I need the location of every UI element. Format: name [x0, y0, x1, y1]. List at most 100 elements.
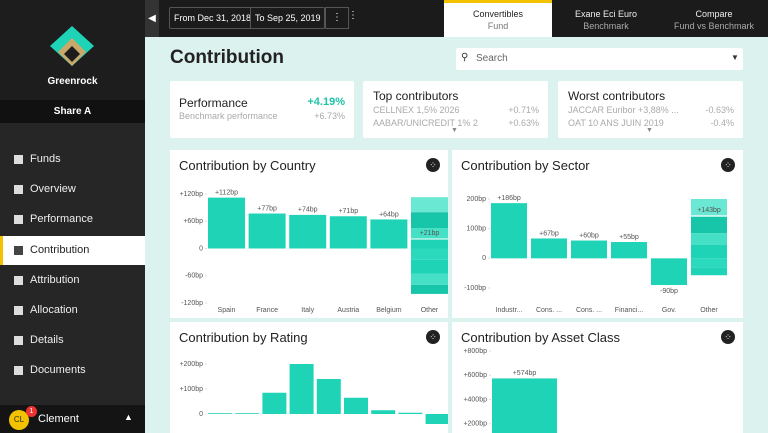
expand-arrow[interactable]: ▼ — [646, 127, 653, 134]
bar-segment — [411, 284, 448, 294]
date-menu[interactable]: ⋮ — [325, 7, 349, 29]
search-placeholder: Search — [476, 53, 508, 64]
bar — [262, 392, 287, 414]
date-from[interactable]: From Dec 31, 2018 — [174, 13, 252, 23]
bar — [531, 238, 567, 259]
top-bar: ◀ From Dec 31, 2018 To Sep 25, 2019 ⋮ ⋮ … — [145, 0, 768, 37]
avatar: CL — [9, 410, 29, 430]
chart-menu[interactable]: ⁘ — [426, 330, 440, 344]
x-tick-label: Cons. ... — [536, 307, 562, 314]
value-label: +71bp — [338, 208, 358, 215]
row-name: OAT 10 ANS JUIN 2019 — [568, 118, 664, 128]
bar — [235, 413, 260, 414]
user-menu-arrow[interactable]: ▲ — [124, 412, 133, 422]
y-tick-label: +200bp — [179, 361, 203, 368]
y-tick-label: -100bp — [464, 285, 486, 292]
nav-label: Funds — [30, 153, 61, 165]
value-label: +574bp — [513, 370, 537, 377]
bar-segment — [691, 216, 727, 234]
brand-area: Greenrock — [0, 0, 145, 100]
chart-panel: Contribution by Asset Class ⁘ +800bp +600bp… — [452, 322, 743, 433]
x-tick-label: Belgium — [376, 307, 401, 314]
search-arrow: ▼ — [731, 53, 739, 62]
nav-item[interactable]: Details — [0, 326, 145, 355]
x-tick-label: Other — [700, 307, 718, 314]
date-range[interactable]: From Dec 31, 2018 To Sep 25, 2019 ⋮ — [169, 7, 358, 29]
y-tick-label: 0 — [199, 245, 203, 252]
bar-segment — [691, 267, 727, 276]
collapse-button[interactable]: ◀ — [145, 0, 159, 37]
expand-arrow[interactable]: ▼ — [451, 127, 458, 134]
bar-segment — [411, 248, 448, 260]
user-name: Clement — [38, 413, 79, 425]
top-card: Top contributors CELLNEX 1,5% 2026 +0.71% A… — [363, 81, 548, 138]
chart-title: Contribution by Sector — [461, 158, 590, 173]
logo — [50, 26, 94, 66]
nav-label: Documents — [30, 364, 86, 377]
bar — [398, 412, 423, 414]
nav-item[interactable]: Documents — [0, 356, 145, 385]
user-bar[interactable]: CL 1 Clement ▲ — [0, 405, 145, 433]
nav-icon — [14, 215, 23, 225]
value-label: +60bp — [579, 232, 599, 239]
bar — [289, 214, 327, 249]
bar-segment — [411, 228, 448, 240]
value-label: +186bp — [497, 195, 521, 202]
nav-item[interactable]: Performance — [0, 205, 145, 234]
chart-menu[interactable]: ⁘ — [721, 330, 735, 344]
y-tick-label: +100bp — [179, 386, 203, 393]
nav-item[interactable]: Overview — [0, 175, 145, 204]
y-tick-label: +400bp — [463, 396, 487, 403]
perf-value: +4.19% — [307, 96, 345, 108]
share-class[interactable]: Share A — [0, 100, 145, 123]
y-tick-label: +800bp — [463, 348, 487, 355]
chart-panel: Contribution by Rating ⁘ +200bp +100bp 0 — [170, 322, 448, 433]
y-tick-label: +60bp — [183, 218, 203, 225]
chart-menu[interactable]: ⁘ — [426, 158, 440, 172]
nav-label: Performance — [30, 213, 93, 226]
value-label: +112bp — [215, 189, 238, 196]
tab[interactable]: Exane Eci Euro Benchmark — [552, 0, 660, 37]
x-tick-label: France — [256, 307, 278, 314]
card-title: Worst contributors — [568, 89, 666, 103]
nav-item[interactable]: Allocation — [0, 296, 145, 325]
tab-subtitle: Fund vs Benchmark — [673, 21, 755, 31]
chart-menu[interactable]: ⁘ — [721, 158, 735, 172]
tab-title: Exane Eci Euro — [574, 9, 638, 19]
chart: +200bp +100bp 0 — [179, 361, 448, 424]
nav-item[interactable]: Funds — [0, 145, 145, 174]
bar — [370, 219, 408, 249]
nav-item[interactable]: Contribution — [0, 235, 145, 265]
bar-segment — [411, 197, 448, 213]
chart-panel: Contribution by Sector ⁘ 200bp 100bp 0 -100bp… — [452, 150, 743, 318]
bar-segment — [691, 233, 727, 245]
nav-item[interactable]: Attribution — [0, 266, 145, 295]
value-label: +143bp — [697, 207, 721, 214]
bar — [344, 397, 368, 414]
row-value: -0.4% — [707, 118, 734, 128]
nav-icon — [14, 306, 23, 315]
brand-name: Greenrock — [47, 76, 98, 87]
x-tick-label: Austria — [337, 307, 359, 314]
tab[interactable]: Convertibles Fund — [444, 0, 552, 37]
bar — [491, 203, 527, 259]
bar — [425, 414, 448, 424]
x-tick-label: Gov. — [662, 307, 676, 314]
chart: 200bp 100bp 0 -100bp +186bp Industr... +67bp Co… — [464, 195, 727, 314]
chart-title: Contribution by Rating — [179, 330, 308, 345]
date-to[interactable]: To Sep 25, 2019 — [255, 13, 321, 23]
chart: +120bp +60bp 0 -60bp -120bp +112bp Spain +77bp F… — [179, 189, 448, 314]
row-value: +0.71% — [505, 105, 539, 115]
value-label: +64bp — [379, 211, 399, 218]
bar-segment — [411, 212, 448, 229]
bar-segment — [411, 259, 448, 274]
search-box[interactable]: ⚲ Search ▼ — [456, 48, 743, 70]
y-tick-label: -120bp — [181, 300, 203, 307]
chart-panel: Contribution by Country ⁘ +120bp +60bp 0 -60b… — [170, 150, 448, 318]
tab[interactable]: Compare Fund vs Benchmark — [660, 0, 768, 37]
nav-icon — [14, 336, 23, 346]
bar — [492, 378, 557, 433]
badge: 1 — [26, 406, 37, 417]
more[interactable]: ⋮ — [348, 10, 358, 21]
value-label: -90bp — [660, 288, 678, 295]
